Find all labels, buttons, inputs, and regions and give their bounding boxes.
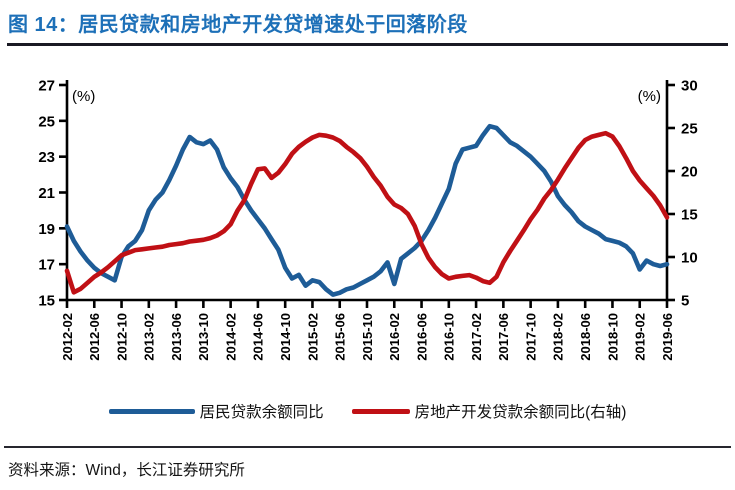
x-axis-tick-label: 2017-06 [496, 313, 511, 361]
x-axis-tick-label: 2018-06 [578, 313, 593, 361]
x-axis-tick-label: 2016-10 [442, 313, 457, 361]
chart-legend: 居民贷款余额同比 房地产开发贷款余额同比(右轴) [0, 398, 735, 424]
right-axis-tick-label: 30 [681, 78, 698, 95]
x-axis-tick-label: 2013-10 [196, 313, 211, 361]
legend-swatch-red-line [351, 408, 410, 414]
x-axis-tick-label: 2014-10 [278, 313, 293, 361]
x-axis-tick-label: 2012-10 [114, 313, 129, 361]
x-axis-tick-label: 2016-06 [414, 313, 429, 361]
title-separator-rule [7, 43, 728, 46]
legend-item-realestate-dev-loans: 房地产开发贷款余额同比(右轴) [351, 400, 627, 422]
x-axis-tick-label: 2014-02 [223, 313, 238, 361]
right-axis-tick-label: 10 [681, 250, 698, 267]
left-axis-tick-label: 21 [38, 185, 55, 202]
left-axis-tick-label: 15 [38, 293, 55, 310]
legend-item-resident-loans: 居民贷款余额同比 [108, 400, 324, 422]
realestate-dev-loans-series-line [64, 130, 670, 295]
chart-title: 图 14：居民贷款和房地产开发贷增速处于回落阶段 [8, 14, 468, 36]
x-axis-tick-label: 2013-06 [169, 313, 184, 361]
x-axis-tick-label: 2017-10 [523, 313, 538, 361]
x-axis-tick-label: 2012-02 [60, 313, 75, 361]
left-axis-tick-label: 19 [38, 221, 55, 238]
x-axis-tick-label: 2018-02 [551, 313, 566, 361]
x-axis-tick-label: 2019-02 [633, 313, 648, 361]
x-axis-tick-label: 2012-06 [87, 313, 102, 361]
x-axis-tick-label: 2015-10 [360, 313, 375, 361]
loan-growth-chart: 27 25 23 21 19 17 15 30 25 20 15 10 5 (%) (%) 2012-02 20… [38, 78, 698, 361]
right-axis-tick-label: 15 [681, 207, 698, 224]
x-axis-tick-label: 2016-02 [387, 313, 402, 361]
x-axis-tick-label: 2014-06 [251, 313, 266, 361]
legend-label-realestate-dev-loans: 房地产开发贷款余额同比(右轴) [414, 404, 627, 421]
legend-label-resident-loans: 居民贷款余额同比 [199, 404, 324, 421]
x-axis-tick-label: 2019-06 [660, 313, 675, 361]
x-axis-tick-label: 2013-02 [142, 313, 157, 361]
right-axis-tick-label: 25 [681, 121, 698, 138]
right-axis-tick-label: 5 [681, 293, 689, 310]
source-note: 资料来源：Wind，长江证券研究所 [8, 462, 245, 479]
legend-swatch-blue-line [108, 408, 195, 414]
footer-separator-rule [4, 446, 731, 448]
x-axis-tick-label: 2015-02 [305, 313, 320, 361]
x-axis-tick-label: 2018-10 [605, 313, 620, 361]
right-axis-tick-label: 20 [681, 164, 698, 181]
left-axis-tick-label: 23 [38, 149, 55, 166]
x-axis-tick-label: 2017-02 [469, 313, 484, 361]
left-axis-tick-label: 27 [38, 78, 55, 95]
left-axis-tick-label: 25 [38, 113, 55, 130]
left-axis-unit-label: (%) [72, 88, 95, 105]
x-axis-tick-label: 2015-06 [333, 313, 348, 361]
left-axis-tick-label: 17 [38, 257, 55, 274]
right-axis-unit-label: (%) [638, 88, 661, 105]
resident-loans-series-line [64, 123, 670, 297]
